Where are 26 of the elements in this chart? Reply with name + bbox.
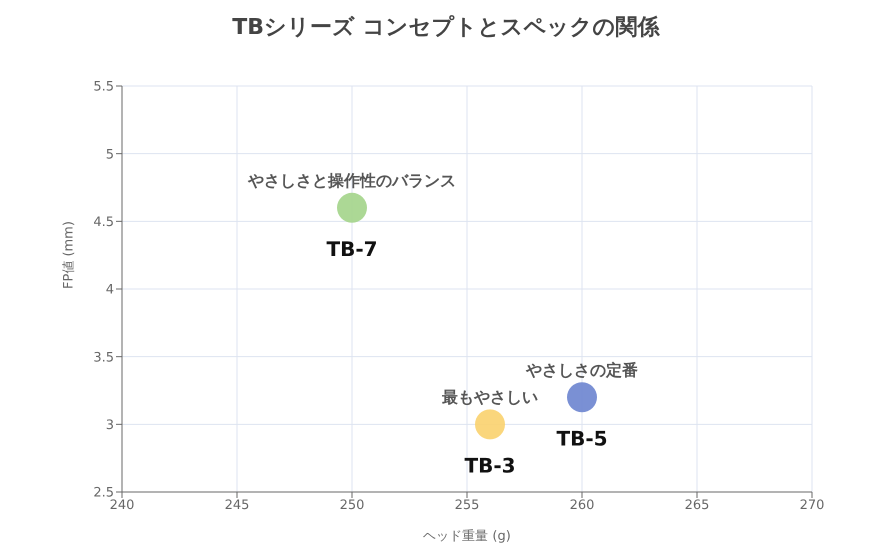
series-label: TB-7 [326, 236, 378, 261]
series-label: TB-3 [464, 453, 516, 478]
x-tick-label: 250 [340, 498, 364, 514]
annotation: やさしさの定番 [525, 360, 638, 380]
point [337, 192, 367, 223]
x-tick-label: 270 [800, 498, 824, 514]
point [567, 382, 597, 412]
y-tick-label: 5 [106, 147, 114, 162]
point [475, 409, 505, 440]
y-tick-label: 4 [106, 282, 114, 298]
x-tick-label: 255 [454, 498, 480, 514]
x-tick-label: 260 [570, 498, 594, 514]
series-label: TB-5 [556, 426, 608, 450]
x-axis-title: ヘッド重量 (g) [423, 529, 511, 544]
annotation: やさしさと操作性のバランス [247, 170, 456, 190]
annotation: 最もやさしい [441, 387, 538, 406]
y-tick-label: 3.5 [93, 350, 114, 366]
y-tick-label: 4.5 [93, 214, 114, 230]
x-tick-label: 265 [684, 498, 710, 514]
y-axis-title: FP値 (mm) [62, 221, 77, 289]
chart-title: TBシリーズ コンセプトとスペックの関係 [231, 14, 661, 42]
x-tick-label: 240 [110, 498, 134, 514]
x-tick-label: 245 [224, 498, 250, 514]
y-tick-label: 5.5 [93, 80, 114, 95]
y-tick-label: 2.5 [93, 486, 114, 501]
y-tick-label: 3 [106, 418, 114, 433]
